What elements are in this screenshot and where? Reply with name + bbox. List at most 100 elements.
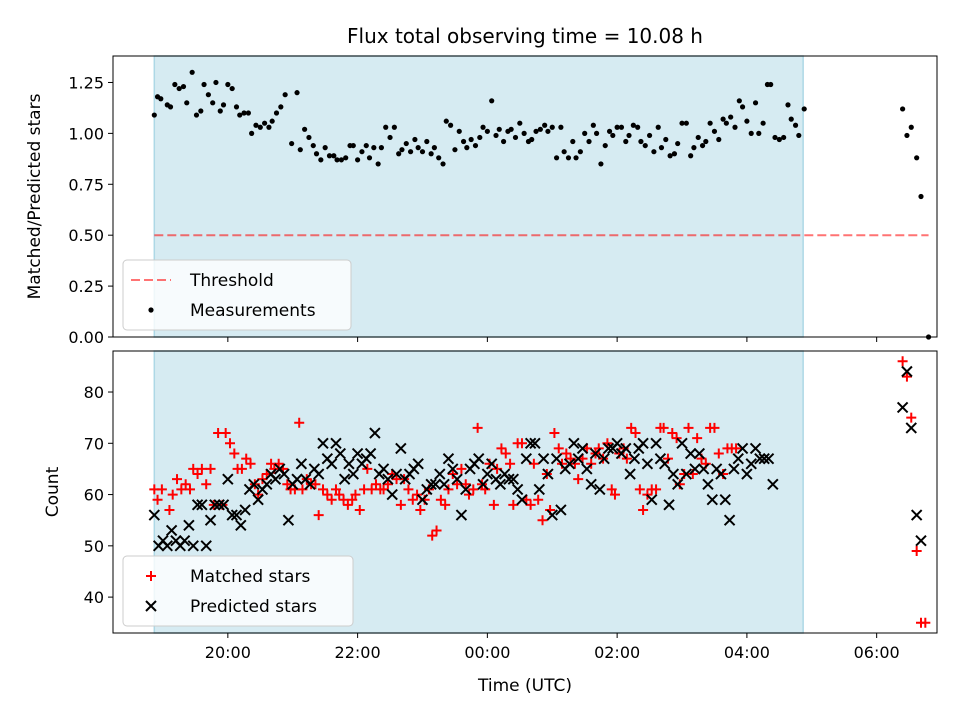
matched-point bbox=[460, 479, 471, 490]
matched-point bbox=[533, 494, 544, 505]
predicted-point bbox=[209, 499, 221, 511]
predicted-point bbox=[758, 452, 770, 465]
matched-point bbox=[205, 463, 216, 474]
predicted-point bbox=[533, 483, 545, 496]
predicted-point bbox=[745, 458, 757, 470]
matched-point bbox=[192, 469, 203, 480]
measurement-point bbox=[331, 153, 337, 159]
predicted-point bbox=[550, 452, 563, 465]
predicted-point bbox=[581, 463, 593, 475]
matched-point bbox=[427, 530, 438, 541]
measurement-point bbox=[289, 140, 295, 147]
measurement-point bbox=[184, 100, 190, 106]
measurement-point bbox=[537, 126, 543, 132]
predicted-point bbox=[511, 483, 524, 496]
matched-point bbox=[713, 448, 724, 459]
predicted-point bbox=[637, 437, 649, 449]
matched-point bbox=[180, 479, 191, 490]
measurements-legend-label: Measurements bbox=[190, 301, 316, 321]
measurement-point bbox=[229, 85, 235, 92]
predicted-point bbox=[723, 514, 736, 526]
measurement-point bbox=[189, 69, 195, 75]
predicted-point bbox=[451, 473, 463, 485]
predicted-point bbox=[576, 442, 589, 455]
matched-point bbox=[500, 448, 511, 459]
matched-point bbox=[440, 499, 451, 510]
measurement-point bbox=[464, 145, 470, 151]
measurement-point bbox=[167, 104, 174, 110]
matched-point bbox=[184, 484, 195, 495]
measurement-point bbox=[220, 102, 227, 108]
predicted-point bbox=[334, 447, 347, 460]
predicted-point bbox=[248, 478, 260, 491]
predicted-point bbox=[295, 458, 308, 470]
matched-point bbox=[188, 463, 199, 474]
matched-point bbox=[354, 504, 365, 515]
matched-point bbox=[516, 438, 527, 449]
matched-legend-label: Matched stars bbox=[190, 567, 310, 587]
matched-point bbox=[452, 479, 463, 490]
ratio-axes-frame bbox=[112, 55, 938, 338]
measurement-point bbox=[399, 147, 405, 153]
matched-point bbox=[468, 484, 479, 495]
predicted-point bbox=[325, 458, 338, 470]
measurement-point bbox=[521, 130, 527, 136]
measurement-point bbox=[545, 128, 551, 134]
matched-point bbox=[366, 484, 377, 495]
matched-point bbox=[911, 545, 922, 556]
predicted-point bbox=[715, 468, 727, 480]
predicted-point bbox=[282, 514, 295, 526]
measurement-point bbox=[407, 149, 414, 155]
matched-point bbox=[537, 515, 548, 526]
measurement-point bbox=[711, 128, 718, 134]
matched-point bbox=[326, 494, 337, 505]
measurement-point bbox=[496, 126, 502, 132]
matched-point bbox=[651, 484, 662, 495]
matched-point bbox=[415, 504, 426, 515]
measurement-point bbox=[359, 149, 365, 155]
measurement-point bbox=[375, 161, 381, 167]
measurement-point bbox=[310, 142, 316, 149]
predicted-point bbox=[178, 535, 191, 547]
measurement-point bbox=[768, 81, 774, 88]
matched-point bbox=[549, 428, 560, 439]
ratio-points bbox=[151, 69, 932, 340]
measurement-point bbox=[403, 140, 409, 147]
measurement-point bbox=[610, 132, 616, 139]
predicted-point bbox=[598, 452, 610, 465]
measurement-point bbox=[748, 130, 754, 136]
measurement-point bbox=[570, 138, 576, 145]
measurement-point bbox=[472, 142, 479, 149]
measurement-point bbox=[683, 120, 689, 126]
predicted-point bbox=[684, 447, 697, 460]
predicted-point bbox=[555, 504, 567, 516]
predicted-point bbox=[304, 478, 316, 491]
predicted-point bbox=[434, 468, 446, 480]
predicted-legend-label: Predicted stars bbox=[190, 597, 317, 617]
measurement-point bbox=[586, 138, 592, 145]
predicted-point bbox=[671, 478, 684, 491]
measurement-point bbox=[918, 193, 924, 200]
predicted-point bbox=[395, 442, 407, 455]
ratio-legend-box bbox=[122, 259, 352, 331]
predicted-point bbox=[537, 452, 550, 465]
predicted-point bbox=[767, 478, 779, 491]
measurement-point bbox=[675, 140, 681, 147]
matched-point bbox=[313, 510, 324, 521]
measurement-point bbox=[151, 112, 157, 118]
count-legend-box bbox=[122, 555, 354, 627]
matched-point bbox=[901, 371, 912, 382]
measurement-point bbox=[269, 118, 275, 124]
matched-point bbox=[692, 433, 703, 444]
matched-point bbox=[671, 433, 682, 444]
measurement-point bbox=[489, 98, 495, 104]
predicted-point bbox=[473, 452, 485, 465]
predicted-point bbox=[719, 493, 731, 506]
predicted-point bbox=[200, 540, 212, 552]
matched-point bbox=[606, 484, 617, 495]
measurement-point bbox=[282, 92, 288, 98]
predicted-point bbox=[628, 452, 641, 465]
measurement-point bbox=[667, 153, 673, 159]
predicted-point bbox=[680, 468, 693, 480]
matched-point bbox=[662, 453, 673, 464]
